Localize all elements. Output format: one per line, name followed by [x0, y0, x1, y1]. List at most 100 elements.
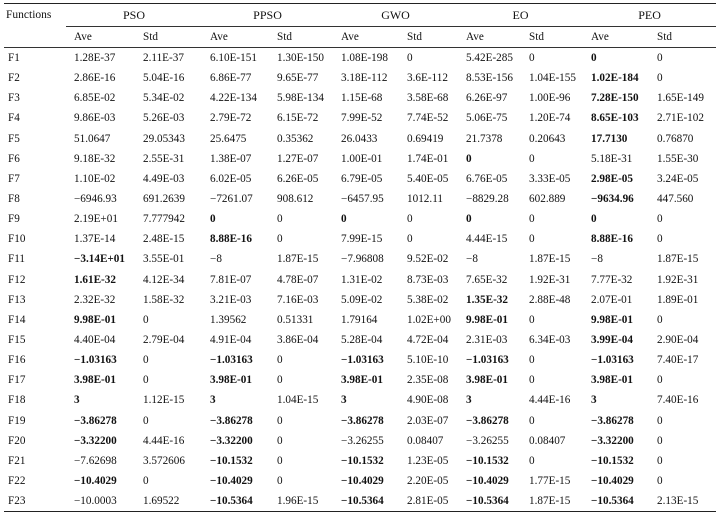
- ave-cell: 3: [210, 394, 216, 407]
- ave-cell: −8: [210, 253, 222, 266]
- std-header: Std: [135, 26, 203, 48]
- table-row: F21 −7.62698 3.572606 −10.1532 0 −10.1532 1.23…: [4, 451, 716, 471]
- std-cell: 2.48E-15: [143, 233, 185, 246]
- std-cell: 1.65E-149: [657, 92, 704, 105]
- function-label: F13: [8, 293, 26, 306]
- std-cell: 0: [143, 354, 149, 367]
- std-cell: 4.44E-16: [529, 394, 571, 407]
- std-cell: 0: [657, 52, 663, 65]
- std-cell: 0: [529, 313, 535, 326]
- ave-cell: 5.18E-31: [591, 152, 633, 165]
- std-cell: 4.12E-34: [143, 273, 185, 286]
- std-cell: 7.40E-17: [657, 354, 699, 367]
- std-cell: 0: [143, 414, 149, 427]
- function-label: F5: [8, 132, 20, 145]
- ave-cell: −10.4029: [466, 475, 509, 488]
- std-cell: 4.72E-04: [407, 334, 449, 347]
- function-label: F22: [8, 475, 26, 488]
- algorithm-header-peo: PEO: [583, 3, 717, 27]
- functions-header-blank: [4, 26, 66, 48]
- function-label: F2: [8, 72, 20, 85]
- std-cell: 7.777942: [143, 213, 185, 226]
- ave-cell: 5.28E-04: [341, 334, 383, 347]
- std-cell: 5.40E-05: [407, 172, 449, 185]
- std-cell: 7.74E-52: [407, 112, 449, 125]
- std-cell: 1.87E-15: [277, 253, 319, 266]
- ave-cell: −7.96808: [341, 253, 384, 266]
- std-cell: 3.58E-68: [407, 92, 449, 105]
- function-label: F18: [8, 394, 26, 407]
- ave-header: Ave: [202, 26, 270, 48]
- ave-cell: 1.61E-32: [74, 273, 116, 286]
- ave-cell: 9.86E-03: [74, 112, 116, 125]
- std-cell: 0: [657, 233, 663, 246]
- std-cell: 0: [407, 233, 413, 246]
- ave-cell: 3.98E-01: [466, 374, 508, 387]
- std-cell: 2.90E-04: [657, 334, 699, 347]
- std-cell: 0: [277, 354, 283, 367]
- std-cell: 0.51331: [277, 313, 314, 326]
- std-cell: 0: [529, 233, 535, 246]
- std-cell: 0: [277, 454, 283, 467]
- ave-cell: −10.1532: [210, 454, 253, 467]
- ave-cell: 8.53E-156: [466, 72, 513, 85]
- ave-cell: 9.98E-01: [74, 313, 116, 326]
- ave-cell: −10.1532: [466, 454, 509, 467]
- ave-cell: 1.79164: [341, 313, 378, 326]
- function-label: F20: [8, 434, 26, 447]
- std-cell: 3.6E-112: [407, 72, 448, 85]
- ave-cell: 9.18E-32: [74, 152, 116, 165]
- std-cell: 6.15E-72: [277, 112, 319, 125]
- algorithm-header-pso: PSO: [66, 3, 203, 27]
- table-row: F2 2.86E-16 5.04E-16 6.86E-77 9.65E-77 3.18E-…: [4, 68, 716, 88]
- ave-cell: −10.1532: [341, 454, 384, 467]
- table-row: F19 −3.86278 0 −3.86278 0 −3.86278 2.03E-07 −3.…: [4, 411, 716, 431]
- std-cell: 0: [407, 52, 413, 65]
- ave-cell: −1.03163: [591, 354, 634, 367]
- std-cell: 447.560: [657, 193, 694, 206]
- ave-header: Ave: [583, 26, 650, 48]
- ave-cell: 3.98E-01: [210, 374, 252, 387]
- ave-cell: 7.81E-07: [210, 273, 252, 286]
- function-label: F23: [4, 491, 66, 513]
- ave-header: Ave: [458, 26, 522, 48]
- ave-cell: 3.21E-03: [210, 293, 252, 306]
- ave-cell: 3: [591, 394, 597, 407]
- std-cell: 1.30E-150: [277, 52, 324, 65]
- function-label: F1: [8, 52, 20, 65]
- ave-cell: 5.09E-02: [341, 293, 383, 306]
- function-label: F11: [8, 253, 25, 266]
- std-cell: 0: [529, 213, 535, 226]
- ave-cell: −7261.07: [210, 193, 253, 206]
- ave-cell: 17.7130: [591, 132, 628, 145]
- std-cell: 691.2639: [143, 193, 185, 206]
- ave-cell: −10.4029: [591, 475, 634, 488]
- ave-cell: 6.86E-77: [210, 72, 252, 85]
- std-cell: 908.612: [277, 193, 314, 206]
- std-cell: 1.04E-15: [277, 394, 319, 407]
- function-label: F16: [8, 354, 26, 367]
- std-cell: 29.05343: [143, 132, 185, 145]
- ave-cell: 2.07E-01: [591, 293, 633, 306]
- std-cell: 0: [657, 72, 663, 85]
- table-row: F3 6.85E-02 5.34E-02 4.22E-134 5.98E-134 1.15…: [4, 88, 716, 108]
- ave-cell: 1.02E-184: [591, 72, 639, 85]
- std-cell: 3.86E-04: [277, 334, 319, 347]
- std-cell: 5.98E-134: [277, 92, 324, 105]
- std-cell: 2.13E-15: [649, 491, 717, 513]
- function-label: F8: [8, 193, 20, 206]
- std-cell: 1.77E-15: [529, 475, 571, 488]
- std-header: Std: [269, 26, 334, 48]
- ave-cell: −6946.93: [74, 193, 117, 206]
- std-cell: 5.10E-10: [407, 354, 449, 367]
- ave-cell: −3.86278: [466, 414, 509, 427]
- std-cell: 4.90E-08: [407, 394, 449, 407]
- table-row: F17 3.98E-01 0 3.98E-01 0 3.98E-01 2.35E-08 3.9…: [4, 370, 716, 390]
- ave-cell: 1.35E-32: [466, 293, 508, 306]
- std-cell: 0: [529, 454, 535, 467]
- std-cell: 1.89E-01: [657, 293, 699, 306]
- std-cell: 1012.11: [407, 193, 443, 206]
- ave-cell: −3.32200: [210, 434, 253, 447]
- std-cell: 0.76870: [657, 132, 694, 145]
- std-cell: 1.87E-15: [521, 491, 584, 513]
